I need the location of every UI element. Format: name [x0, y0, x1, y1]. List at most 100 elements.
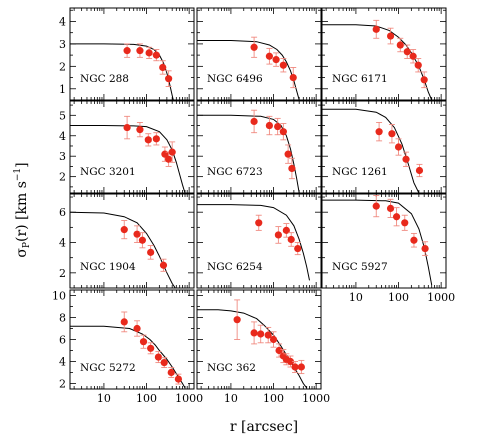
- panel-title: NGC 6171: [332, 73, 388, 85]
- data-point: [167, 368, 175, 377]
- panel-frame: [321, 193, 447, 289]
- data-point: [265, 52, 274, 60]
- data-point: [396, 41, 404, 49]
- data-point: [288, 164, 296, 173]
- data-point: [279, 128, 287, 136]
- panel-frame: [196, 193, 322, 289]
- x-tick-label: 100: [136, 392, 157, 405]
- data-point: [145, 49, 153, 57]
- data-point: [139, 338, 148, 346]
- y-tick-label: 4: [59, 237, 66, 250]
- data-point: [250, 117, 258, 126]
- data-point: [402, 155, 410, 163]
- panel-ngc-5927: 10 100 1000 NGC 5927: [321, 193, 455, 304]
- panel-frame: [69, 7, 195, 101]
- panels-layer: 1 2 3 4 NGC 288 NGC 6496 NGC 6171 2 3 4 5 NGC 3201 N…: [52, 7, 455, 405]
- x-tick-label: 100: [263, 392, 284, 405]
- data-point: [265, 121, 274, 130]
- panel-frame: [321, 100, 447, 194]
- data-point: [250, 329, 258, 337]
- data-point: [269, 335, 278, 344]
- y-tick-label: 6: [59, 206, 66, 219]
- data-point: [289, 73, 297, 82]
- data-point: [255, 219, 263, 227]
- data-point: [123, 123, 131, 132]
- model-curve: [322, 24, 433, 100]
- data-point: [159, 261, 168, 269]
- panel-frame: [69, 100, 195, 194]
- panel-title: NGC 6496: [207, 73, 263, 85]
- data-point: [133, 230, 141, 238]
- data-point: [120, 318, 128, 326]
- data-point: [403, 48, 411, 56]
- model-curve: [322, 108, 420, 193]
- data-point: [409, 52, 417, 60]
- y-tick-label: 10: [52, 290, 66, 303]
- x-tick-label: 10: [224, 392, 238, 405]
- data-point: [152, 51, 160, 59]
- panel-frame: [196, 289, 322, 390]
- data-point: [138, 236, 147, 244]
- data-point: [120, 226, 128, 234]
- panel-title: NGC 6723: [207, 166, 263, 178]
- data-point: [388, 130, 396, 138]
- data-point: [275, 346, 283, 355]
- y-tick-label: 1: [59, 83, 66, 96]
- data-point: [274, 231, 282, 239]
- data-point: [272, 56, 280, 64]
- panel-title: NGC 5927: [332, 261, 388, 273]
- panel-ngc-288: 1 2 3 4 NGC 288: [59, 7, 195, 101]
- data-point: [372, 202, 380, 210]
- data-point: [420, 76, 428, 84]
- data-point: [287, 235, 295, 244]
- data-point: [123, 47, 131, 55]
- y-tick-label: 6: [59, 334, 66, 347]
- panel-frame: [196, 7, 322, 101]
- panel-ngc-6496: NGC 6496: [196, 7, 322, 101]
- y-tick-label: 2: [59, 60, 66, 73]
- panel-ngc-1261: NGC 1261: [321, 100, 447, 194]
- panel-ngc-1904: 2 4 6 NGC 1904: [59, 193, 195, 289]
- data-point: [392, 213, 401, 221]
- data-point: [274, 122, 282, 131]
- x-tick-label: 1000: [175, 392, 203, 405]
- panel-ngc-362: 10 100 1000 NGC 362: [196, 289, 330, 405]
- data-point: [147, 248, 155, 256]
- panel-frame: [69, 193, 195, 289]
- data-point: [152, 135, 160, 143]
- data-point: [286, 357, 295, 366]
- panel-title: NGC 1261: [332, 166, 388, 178]
- panel-ngc-6254: NGC 6254: [196, 193, 322, 289]
- y-tick-label: 4: [59, 356, 66, 369]
- data-point: [250, 43, 258, 51]
- data-point: [165, 155, 173, 163]
- data-point: [375, 128, 383, 136]
- data-point: [144, 136, 152, 144]
- model-curve: [197, 114, 300, 193]
- data-point: [147, 344, 155, 352]
- panel-title: NGC 3201: [80, 166, 136, 178]
- y-tick-label: 3: [59, 150, 66, 163]
- data-point: [133, 324, 141, 333]
- data-point: [284, 150, 292, 158]
- x-tick-label: 1000: [302, 392, 330, 405]
- data-point: [401, 219, 409, 227]
- model-curve: [197, 40, 300, 100]
- data-point: [168, 148, 176, 156]
- data-point: [160, 359, 168, 367]
- x-tick-label: 10: [349, 291, 363, 304]
- y-tick-label: 2: [59, 171, 66, 184]
- data-point: [386, 32, 395, 40]
- data-point: [372, 25, 380, 33]
- panel-ngc-3201: 2 3 4 5 NGC 3201: [59, 100, 195, 194]
- panel-title: NGC 362: [207, 362, 256, 374]
- panel-title: NGC 5272: [80, 362, 136, 374]
- data-point: [421, 244, 429, 253]
- data-point: [294, 244, 302, 253]
- data-point: [154, 353, 163, 361]
- model-curve: [70, 325, 186, 389]
- data-point: [165, 75, 173, 83]
- data-point: [257, 330, 265, 338]
- data-point: [174, 375, 183, 383]
